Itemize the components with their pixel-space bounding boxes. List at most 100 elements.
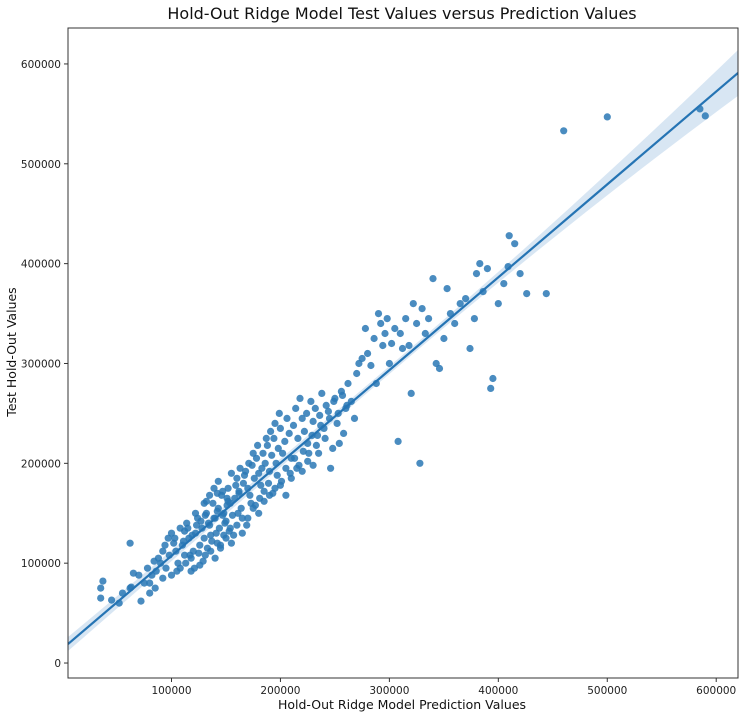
data-point: [318, 389, 326, 397]
data-point: [396, 329, 404, 338]
data-point: [276, 481, 284, 489]
data-point: [296, 394, 304, 402]
data-point: [201, 551, 209, 559]
data-point: [305, 449, 313, 457]
data-point: [379, 341, 387, 350]
data-point: [159, 547, 167, 555]
data-point: [391, 324, 399, 333]
data-point: [214, 477, 222, 485]
data-point: [167, 571, 176, 579]
chart-title: Hold-Out Ridge Model Test Values versus …: [167, 4, 636, 23]
data-point: [260, 497, 268, 505]
data-point: [289, 421, 298, 429]
data-point: [211, 554, 219, 562]
data-point: [298, 467, 306, 475]
data-point: [238, 529, 246, 537]
y-tick-label: 400000: [21, 259, 61, 271]
data-point: [267, 427, 275, 435]
data-point: [364, 349, 372, 358]
data-point: [466, 344, 474, 353]
x-tick-label: 300000: [369, 685, 409, 697]
y-axis-ticks: 0 100000 200000 300000 400000 500000 600000: [21, 59, 68, 670]
points-layer: [97, 105, 709, 607]
data-point: [440, 334, 448, 343]
data-point: [162, 564, 170, 572]
data-point: [416, 459, 424, 467]
data-point: [560, 127, 568, 135]
data-point: [494, 300, 502, 308]
data-point: [358, 354, 366, 363]
data-point: [202, 497, 210, 505]
data-point: [161, 541, 169, 549]
data-point: [270, 434, 278, 442]
data-point: [233, 474, 241, 482]
data-point: [226, 524, 234, 532]
data-point: [701, 112, 709, 120]
data-point: [300, 427, 308, 435]
data-point: [224, 497, 232, 505]
data-point: [489, 374, 497, 383]
data-point: [511, 240, 519, 248]
data-point: [476, 260, 484, 268]
data-point: [273, 471, 281, 479]
data-point: [361, 324, 369, 333]
data-point: [321, 434, 329, 442]
data-point: [250, 474, 258, 482]
data-point: [97, 584, 105, 592]
data-point: [275, 409, 283, 417]
data-point: [263, 441, 271, 449]
data-point: [377, 319, 385, 328]
data-point: [309, 461, 317, 469]
data-point: [291, 454, 299, 462]
data-point: [271, 419, 279, 427]
data-point: [505, 232, 513, 240]
data-point: [239, 479, 247, 487]
data-point: [190, 564, 198, 572]
y-tick-label: 500000: [21, 159, 61, 171]
data-point: [219, 487, 227, 495]
data-point: [209, 499, 217, 507]
data-point: [303, 409, 311, 417]
data-point: [137, 597, 145, 605]
data-point: [309, 417, 317, 425]
data-point: [238, 514, 246, 522]
data-point: [370, 334, 378, 343]
data-point: [299, 447, 307, 455]
data-point: [327, 464, 335, 472]
data-point: [221, 519, 229, 527]
data-point: [324, 407, 332, 415]
data-point: [294, 434, 302, 442]
regression-line: [68, 72, 738, 645]
y-tick-label: 600000: [21, 59, 61, 71]
data-point: [245, 459, 253, 467]
data-point: [274, 444, 282, 452]
data-point: [398, 344, 407, 353]
data-point: [394, 437, 402, 445]
data-point: [213, 489, 221, 497]
data-point: [418, 305, 426, 313]
data-point: [516, 270, 524, 278]
data-point: [232, 481, 240, 489]
data-point: [374, 310, 383, 318]
data-point: [159, 574, 167, 582]
data-point: [282, 491, 290, 499]
data-point: [322, 401, 330, 409]
x-axis-label: Hold-Out Ridge Model Prediction Values: [278, 697, 526, 712]
data-point: [298, 414, 306, 422]
data-point: [246, 491, 254, 499]
data-point: [316, 411, 324, 419]
data-point: [381, 329, 389, 338]
data-point: [443, 285, 451, 293]
data-point: [197, 517, 205, 525]
data-point: [182, 559, 190, 567]
data-point: [187, 554, 195, 562]
data-point: [171, 534, 179, 542]
data-point: [282, 464, 290, 472]
data-point: [451, 319, 459, 328]
data-point: [230, 531, 238, 539]
data-point: [220, 531, 228, 539]
data-point: [126, 539, 134, 547]
data-point: [333, 419, 341, 427]
data-point: [181, 551, 189, 559]
